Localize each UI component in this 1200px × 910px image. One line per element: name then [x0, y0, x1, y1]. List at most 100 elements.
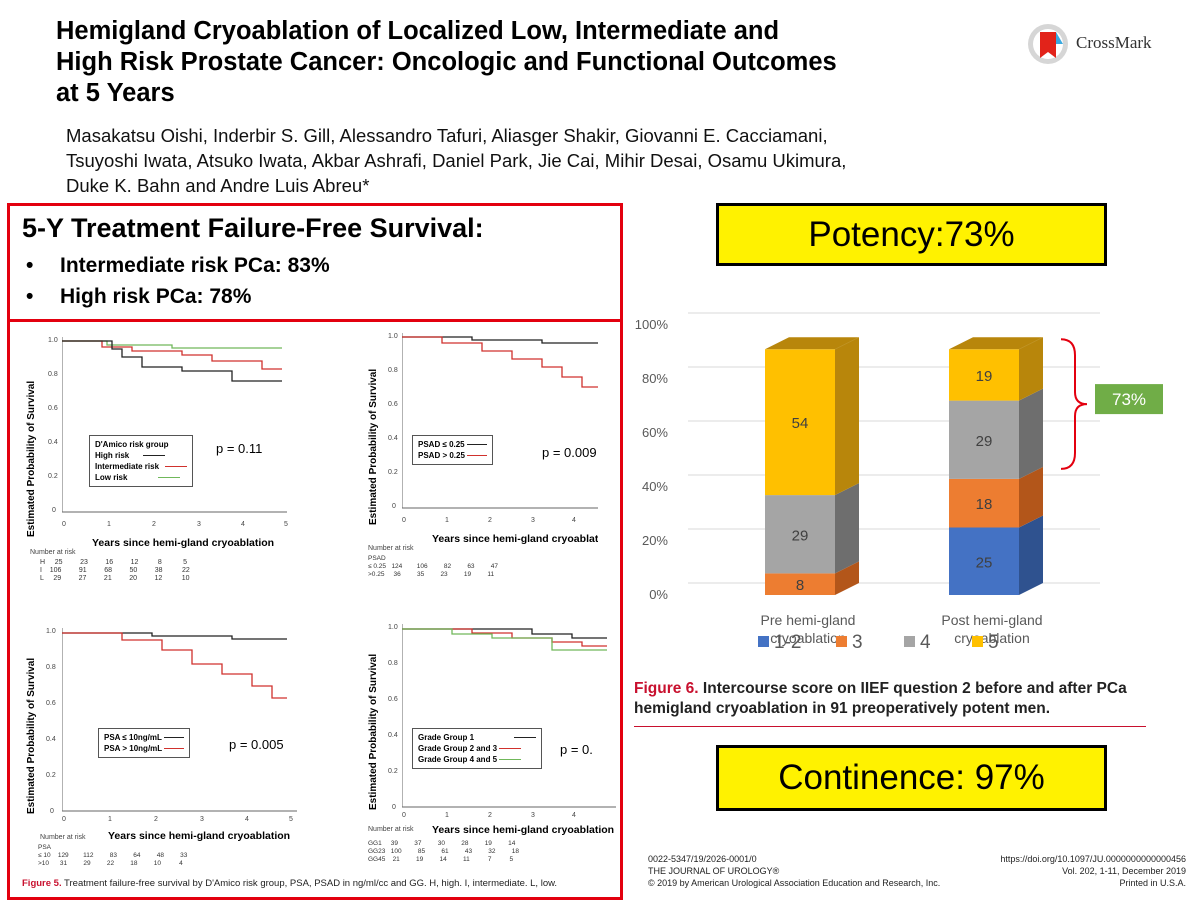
- bullet-text: High risk PCa: 78%: [60, 285, 252, 308]
- legend-label: PSA ≤ 10ng/mL: [104, 733, 162, 742]
- ytick: 0: [392, 804, 396, 811]
- xtick: 1: [108, 816, 112, 823]
- legend-label: High risk: [95, 451, 130, 460]
- bar-segment: [949, 527, 1019, 595]
- legend-item: Low risk: [95, 472, 187, 483]
- caption-text: Intercourse score on IIEF question 2 bef…: [634, 680, 1127, 717]
- data-label: 29: [792, 527, 809, 544]
- bar-segment: [765, 573, 835, 595]
- risk-row: ≤ 0.25 124 106 82 63 47: [368, 563, 499, 570]
- data-label: 19: [976, 368, 993, 385]
- legend-swatch: [163, 737, 184, 739]
- ytick: 0.8: [388, 367, 398, 374]
- legend-swatch: [904, 636, 915, 647]
- bar-segment-side: [835, 561, 859, 595]
- xtick: 2: [154, 816, 158, 823]
- figure6-caption: Figure 6. Intercourse score on IIEF ques…: [634, 679, 1154, 719]
- ytick-label: 100%: [635, 317, 669, 332]
- crossmark-icon[interactable]: [1026, 22, 1070, 66]
- data-label: 54: [792, 415, 809, 432]
- risk-row: >10 31 29 22 18 10 4: [38, 860, 183, 867]
- km-curves: [402, 624, 616, 808]
- percentage-bracket: [1060, 338, 1088, 470]
- legend-swatch: [836, 636, 847, 647]
- ytick-label: 20%: [642, 533, 668, 548]
- bar-top: [949, 337, 1043, 350]
- km-legend: PSAD ≤ 0.25 PSAD > 0.25: [412, 435, 494, 465]
- legend-label: PSAD ≤ 0.25: [418, 440, 465, 449]
- risk-row: GG23 100 85 61 43 32 18: [368, 848, 520, 855]
- author-line: Duke K. Bahn and Andre Luis Abreu*: [66, 175, 370, 196]
- legend-label: 4: [920, 632, 931, 653]
- xtick: 2: [488, 812, 492, 819]
- km-curves: [402, 333, 598, 509]
- ytick: 0.2: [46, 772, 56, 779]
- risk-table: PSA ≤ 10 129 112 83 64 48 33 >10 31 29 22 …: [38, 844, 187, 868]
- bullet-text: Intermediate risk PCa: 83%: [60, 254, 330, 277]
- ytick: 0.4: [48, 439, 58, 446]
- ytick: 0.6: [388, 696, 398, 703]
- km-legend: D'Amico risk group High risk Intermediat…: [89, 435, 194, 487]
- xtick: 5: [289, 816, 293, 823]
- xtick: 5: [284, 521, 288, 528]
- xtick: 3: [531, 812, 535, 819]
- ytick: 0.8: [48, 371, 58, 378]
- bar-top: [765, 337, 859, 350]
- km-curves: [62, 337, 287, 513]
- category-label: Post hemi-gland: [941, 612, 1042, 628]
- p-value: p = 0.009: [542, 445, 597, 460]
- legend-label: 3: [852, 632, 863, 653]
- article-title: Hemigland Cryoablation of Localized Low,…: [56, 16, 956, 109]
- xtick: 0: [402, 812, 406, 819]
- bar-segment: [765, 495, 835, 574]
- title-line: High Risk Prostate Cancer: Oncologic and…: [56, 48, 837, 76]
- data-label: 8: [796, 577, 804, 594]
- ytick: 0.4: [46, 736, 56, 743]
- legend-swatch: [164, 748, 185, 750]
- crossmark-label[interactable]: CrossMark: [1076, 33, 1152, 52]
- risk-row: PSAD: [368, 555, 386, 562]
- legend-item: PSAD ≤ 0.25: [418, 439, 487, 450]
- bar-segment-side: [1019, 515, 1043, 595]
- ytick: 0.2: [388, 469, 398, 476]
- number-at-risk-label: Number at risk: [368, 826, 414, 833]
- footer-line: 0022-5347/19/2026-0001/0: [648, 854, 757, 864]
- ytick: 0.6: [48, 405, 58, 412]
- km-ylabel: Estimated Probability of Survival: [26, 657, 37, 814]
- km-ylabel: Estimated Probability of Survival: [368, 368, 379, 525]
- ytick: 1.0: [388, 333, 398, 340]
- xtick: 3: [531, 517, 535, 524]
- ytick: 0.4: [388, 435, 398, 442]
- ytick-label: 0%: [649, 587, 668, 602]
- legend-swatch: [972, 636, 983, 647]
- km-ylabel: Estimated Probability of Survival: [368, 653, 379, 810]
- p-value: p = 0.005: [229, 737, 284, 752]
- risk-row: I 106 91 68 50 38 22: [40, 567, 190, 574]
- legend-swatch: [143, 455, 166, 457]
- km-ylabel: Estimated Probability of Survival: [26, 380, 37, 537]
- xtick: 1: [107, 521, 111, 528]
- ytick: 0: [392, 503, 396, 510]
- footer-line: https://doi.org/10.1097/JU.0000000000000…: [1000, 854, 1186, 864]
- risk-table: GG1 39 37 30 28 19 14 GG23 100 85 61 43 3…: [368, 840, 519, 864]
- km-plot-grade-group: Estimated Probability of Survival 1.0 0.…: [356, 612, 616, 874]
- data-label: 29: [976, 433, 993, 450]
- km-curves: [62, 628, 297, 812]
- summary-bullet: • High risk PCa: 78%: [26, 285, 252, 309]
- summary-heading: 5-Y Treatment Failure-Free Survival:: [22, 213, 484, 243]
- caption-rule: [634, 726, 1146, 727]
- legend-label: 1-2: [774, 632, 801, 653]
- legend-swatch: [466, 444, 487, 446]
- ytick-label: 60%: [642, 425, 668, 440]
- bullet-dot: •: [26, 285, 34, 308]
- ytick-label: 80%: [642, 371, 668, 386]
- caption-label: Figure 5.: [22, 878, 62, 889]
- xtick: 4: [572, 517, 576, 524]
- ytick: 0.8: [388, 660, 398, 667]
- xtick: 0: [62, 521, 66, 528]
- author-line: Masakatsu Oishi, Inderbir S. Gill, Aless…: [66, 125, 828, 146]
- ytick: 1.0: [48, 337, 58, 344]
- author-list: Masakatsu Oishi, Inderbir S. Gill, Aless…: [66, 123, 1086, 198]
- footer-left: 0022-5347/19/2026-0001/0 THE JOURNAL OF …: [648, 853, 940, 889]
- bar-segment-side: [1019, 337, 1043, 401]
